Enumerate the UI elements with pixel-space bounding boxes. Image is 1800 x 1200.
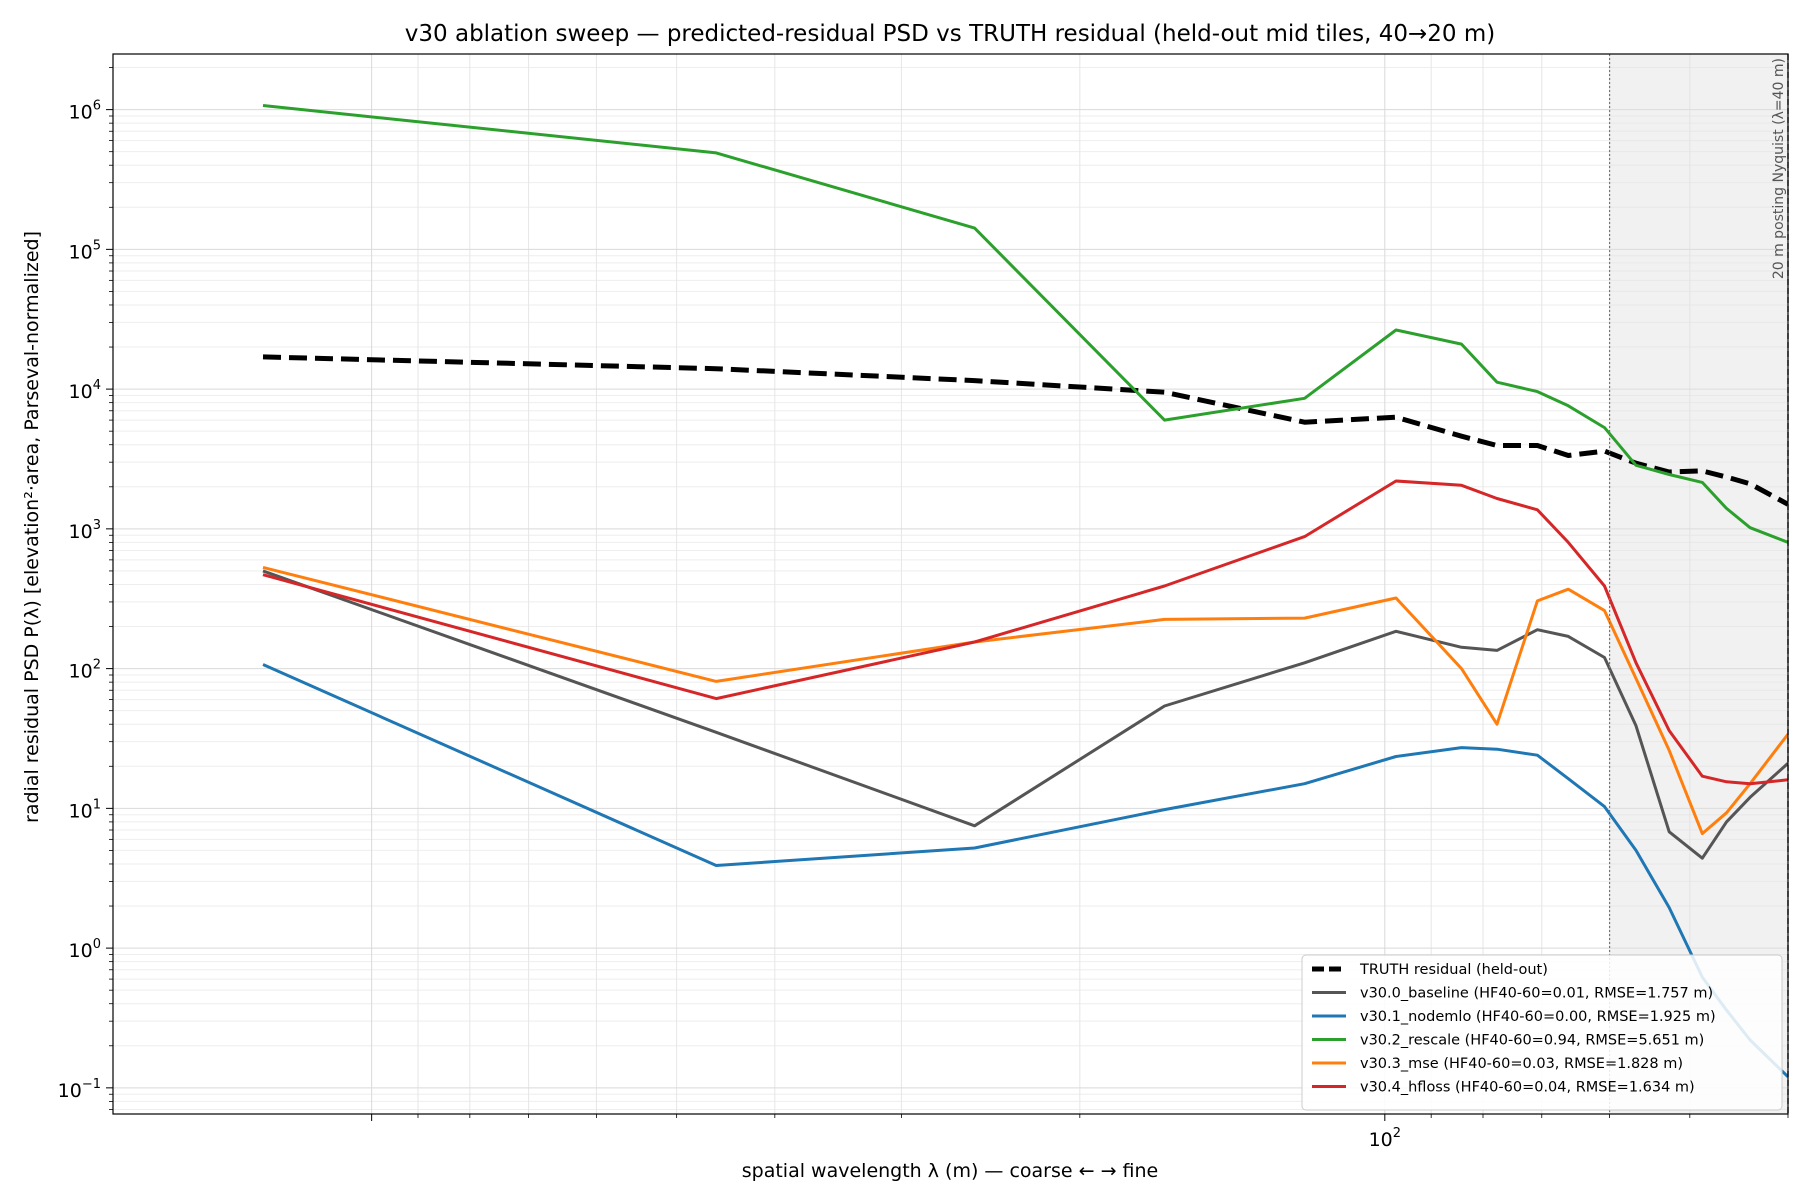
series-layer bbox=[262, 104, 1788, 1078]
shaded-band-layer bbox=[1609, 54, 1788, 1114]
series-line-0 bbox=[262, 354, 1788, 507]
x-tick-label: 102 bbox=[1369, 1126, 1401, 1151]
hf-shaded-band bbox=[1609, 54, 1788, 1114]
nyquist-label: 20 m posting Nyquist (λ=40 m) bbox=[1771, 58, 1787, 279]
legend-box bbox=[1301, 954, 1783, 1111]
y-tick-label: 106 bbox=[69, 99, 101, 124]
y-tick-label: 10−1 bbox=[58, 1077, 101, 1102]
series-line-1 bbox=[262, 569, 1788, 860]
y-tick-label: 100 bbox=[69, 937, 101, 962]
legend-entry: TRUTH residual (held-out) bbox=[1359, 962, 1548, 978]
y-tick-label: 102 bbox=[69, 658, 101, 683]
legend-entry: v30.1_nodemlo (HF40-60=0.00, RMSE=1.925 … bbox=[1360, 1009, 1716, 1025]
y-tick-label: 103 bbox=[69, 518, 101, 543]
y-axis-label: radial residual PSD P(λ) [elevation²·are… bbox=[21, 231, 43, 823]
y-tick-label: 104 bbox=[69, 378, 101, 403]
legend-entry: v30.4_hfloss (HF40-60=0.04, RMSE=1.634 m… bbox=[1360, 1080, 1695, 1096]
ticks-layer: 10−1 100 101 102 103 104 105 106 102 bbox=[58, 67, 1789, 1151]
series-line-3 bbox=[262, 104, 1788, 544]
y-tick-label: 101 bbox=[69, 797, 101, 822]
legend-entry: v30.3_mse (HF40-60=0.03, RMSE=1.828 m) bbox=[1360, 1056, 1683, 1072]
series-line-4 bbox=[262, 565, 1788, 836]
series-line-5 bbox=[262, 479, 1788, 786]
chart-title: v30 ablation sweep — predicted-residual … bbox=[405, 21, 1495, 47]
major-grid bbox=[113, 54, 1788, 1114]
legend-entry: v30.2_rescale (HF40-60=0.94, RMSE=5.651 … bbox=[1360, 1033, 1704, 1049]
x-axis-label: spatial wavelength λ (m) — coarse ← → fi… bbox=[742, 1160, 1158, 1182]
legend-entry: v30.0_baseline (HF40-60=0.01, RMSE=1.757… bbox=[1360, 986, 1713, 1002]
plot-frame bbox=[112, 53, 1789, 1115]
legend: TRUTH residual (held-out) v30.0_baseline … bbox=[1301, 954, 1783, 1111]
y-tick-label: 105 bbox=[69, 238, 101, 263]
